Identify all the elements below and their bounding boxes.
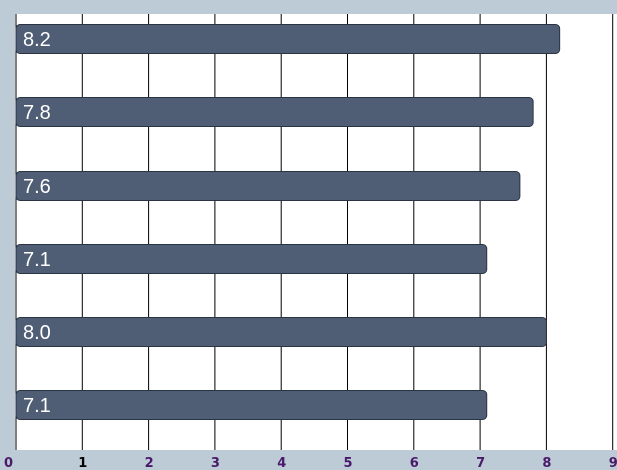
bar-value-label: 7.1: [23, 249, 51, 271]
bar-value-label: 7.8: [23, 102, 51, 124]
bar: [15, 390, 488, 420]
plot-area: [15, 14, 617, 450]
bar: [15, 317, 547, 347]
x-tick-label: 2: [145, 456, 154, 470]
bar-value-label: 7.1: [23, 395, 51, 417]
x-tick-label: 7: [476, 456, 485, 470]
bars: 8.2 7.8 7.6 7.1 8.0 7.1: [15, 24, 561, 420]
bar-value-label: 7.6: [23, 176, 51, 198]
bar-value-label: 8.2: [23, 29, 51, 51]
bar: [15, 24, 561, 54]
bar: [15, 97, 534, 127]
x-tick-label: 8: [542, 456, 551, 470]
x-tick-label: 9: [609, 456, 617, 470]
grid-lines: [15, 14, 614, 450]
x-tick-label: 3: [211, 456, 220, 470]
bar: [15, 244, 488, 274]
x-tick-label: 6: [410, 456, 419, 470]
x-tick-label: 4: [277, 456, 286, 470]
bar-value-label: 8.0: [23, 322, 51, 344]
x-tick-label: 0: [4, 456, 13, 470]
x-axis-ticks: 0 1 2 3 4 5 6 7 8 9: [4, 456, 617, 470]
x-tick-label: 1: [78, 456, 87, 470]
x-tick-label: 5: [344, 456, 353, 470]
bar: [15, 171, 521, 201]
